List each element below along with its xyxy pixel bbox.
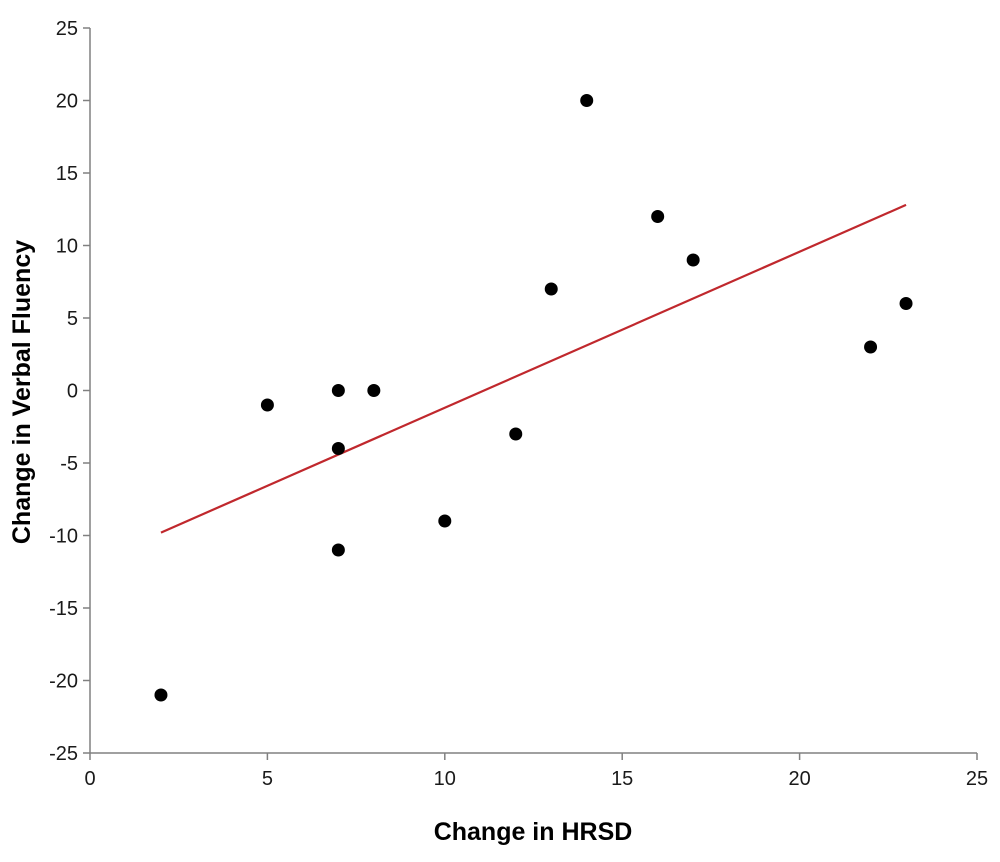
tick-labels: -25 -20 -15 -10 -5 0 5 10 15 20 25 0 5 10 15 20 25 <box>49 18 988 790</box>
data-point <box>260 398 274 412</box>
trendline-layer <box>160 203 907 534</box>
y-tick-label: 0 <box>67 381 78 403</box>
x-tick-label: 20 <box>788 768 810 790</box>
y-tick-label: -25 <box>49 743 78 765</box>
data-point <box>509 427 523 441</box>
data-point <box>438 514 452 528</box>
data-point <box>864 340 878 354</box>
data-points <box>154 94 913 702</box>
y-tick-label: 5 <box>67 308 78 330</box>
x-axis-title: Change in HRSD <box>434 818 633 846</box>
y-tick-label: 25 <box>56 18 78 40</box>
data-point <box>899 297 913 310</box>
data-point <box>651 210 665 223</box>
y-tick-label: -10 <box>49 526 78 548</box>
x-tick-label: 0 <box>84 768 95 790</box>
y-tick-label: -15 <box>49 598 78 620</box>
data-point <box>154 688 168 702</box>
data-point <box>686 253 700 267</box>
y-tick-label: 15 <box>56 163 78 185</box>
data-point <box>331 442 345 455</box>
data-point <box>331 543 345 557</box>
x-tick-label: 25 <box>966 768 988 790</box>
y-tick-label: 10 <box>56 236 78 258</box>
data-point <box>367 384 381 397</box>
axes <box>83 27 978 760</box>
data-point <box>580 94 594 107</box>
data-point <box>544 282 558 296</box>
y-tick-label: -20 <box>49 671 78 693</box>
x-tick-label: 15 <box>611 768 633 790</box>
data-point <box>331 384 345 397</box>
y-axis-title: Change in Verbal Fluency <box>8 240 36 544</box>
y-tick-label: 20 <box>56 91 78 113</box>
x-tick-label: 5 <box>262 768 273 790</box>
linear-trendline <box>160 203 907 534</box>
x-tick-label: 10 <box>434 768 456 790</box>
y-tick-label: -5 <box>60 453 78 475</box>
